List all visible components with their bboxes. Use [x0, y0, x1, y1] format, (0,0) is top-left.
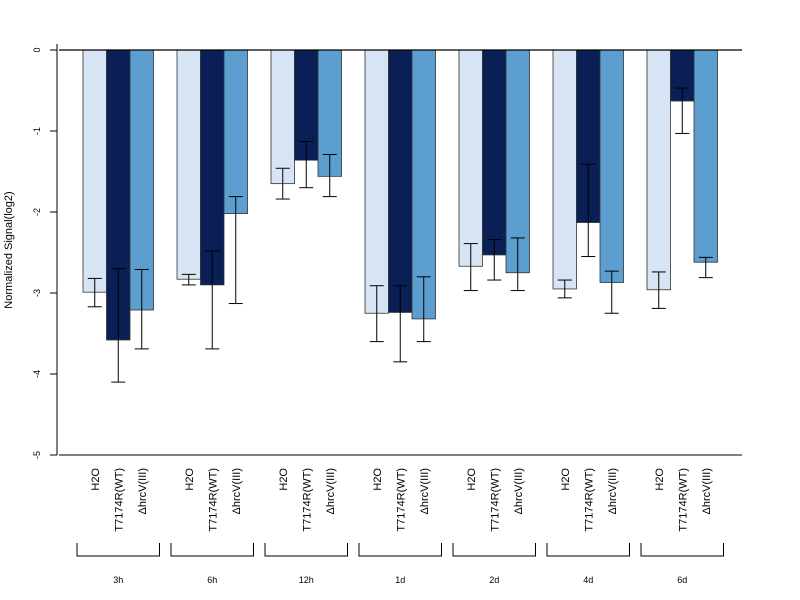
category-label: T7174R(WT) [489, 468, 501, 532]
category-label: T7174R(WT) [301, 468, 313, 532]
group-label: 3h [113, 575, 123, 585]
category-label: T7174R(WT) [677, 468, 689, 532]
category-label: ΔhrcV(III) [231, 468, 243, 514]
category-label: H2O [90, 468, 102, 491]
y-tick-label: -1 [32, 127, 42, 135]
error-bar [510, 237, 525, 292]
category-label: T7174R(WT) [395, 468, 407, 532]
y-tick-label: -2 [32, 208, 42, 216]
bar [693, 49, 718, 263]
category-label: H2O [278, 468, 290, 491]
error-bar [275, 167, 290, 200]
bar [200, 49, 225, 286]
bar [458, 49, 483, 267]
group-label: 4d [583, 575, 593, 585]
group-bracket [546, 543, 630, 557]
error-bar [581, 163, 596, 258]
category-label: T7174R(WT) [207, 468, 219, 532]
error-bar [228, 196, 243, 305]
category-label: H2O [654, 468, 666, 491]
error-bar [416, 276, 431, 343]
error-bar [604, 270, 619, 314]
group-label: 2d [489, 575, 499, 585]
category-label: ΔhrcV(III) [419, 468, 431, 514]
category-label: H2O [560, 468, 572, 491]
error-bar [463, 243, 478, 292]
category-labels: H2O T7174R(WT) ΔhrcV(III) H2O T7174R(WT) Δhrc… [90, 468, 713, 532]
error-bar [369, 285, 384, 343]
category-label: ΔhrcV(III) [513, 468, 525, 514]
category-label: T7174R(WT) [113, 468, 125, 532]
bar [482, 49, 507, 256]
error-bar [487, 239, 502, 281]
error-bar [87, 277, 102, 308]
error-bar [299, 141, 314, 189]
group-bracket [452, 543, 536, 557]
error-bar [698, 256, 713, 279]
error-bar [134, 269, 149, 350]
group-bracket [76, 543, 160, 557]
bars [82, 49, 718, 341]
bar [552, 49, 577, 290]
y-axis: 0 -1 -2 -3 -4 -5 [32, 44, 58, 459]
error-bars [87, 87, 713, 383]
group-bracket [170, 543, 254, 557]
group-label: 6h [207, 575, 217, 585]
y-tick-label: -3 [32, 289, 42, 297]
bar [388, 49, 413, 313]
bar [82, 49, 107, 293]
error-bar [675, 87, 690, 134]
bar [364, 49, 389, 314]
error-bar [205, 250, 220, 350]
bar [646, 49, 671, 291]
group-bracket [640, 543, 724, 557]
group-bracket [264, 543, 348, 557]
y-axis-label: Normalized Signal(log2) [3, 191, 15, 308]
bar [176, 49, 201, 280]
group-bracket [358, 543, 442, 557]
error-bar [651, 271, 666, 309]
category-label: ΔhrcV(III) [701, 468, 713, 514]
error-bar [181, 273, 196, 286]
y-tick-label: -5 [32, 451, 42, 459]
group-label: 6d [677, 575, 687, 585]
group-brackets: 3h 6h 12h 1d 2d 4d 6d [76, 543, 724, 585]
y-tick-label: -4 [32, 370, 42, 378]
bar [599, 49, 624, 283]
error-bar [322, 153, 337, 198]
category-label: T7174R(WT) [583, 468, 595, 532]
error-bar [557, 279, 572, 299]
group-label: 1d [395, 575, 405, 585]
error-bar [393, 285, 408, 363]
group-label: 12h [299, 575, 314, 585]
bar [270, 49, 295, 185]
category-label: H2O [466, 468, 478, 491]
category-label: H2O [372, 468, 384, 491]
y-tick-label: 0 [32, 47, 42, 52]
category-label: ΔhrcV(III) [137, 468, 149, 514]
category-label: H2O [184, 468, 196, 491]
category-label: ΔhrcV(III) [607, 468, 619, 514]
error-bar [111, 268, 126, 383]
bar [223, 49, 248, 215]
category-label: ΔhrcV(III) [325, 468, 337, 514]
